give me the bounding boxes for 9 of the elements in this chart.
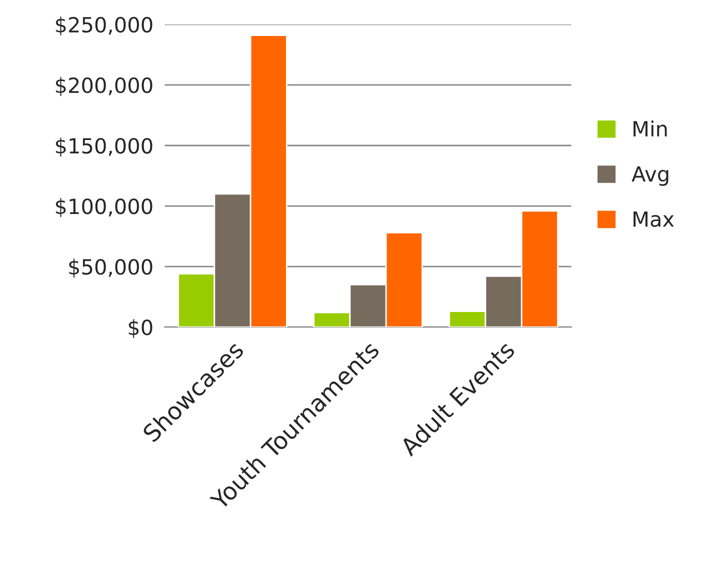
y-tick-label: $250,000	[56, 16, 152, 36]
y-tick-label: $0	[128, 319, 152, 338]
legend-label: Max	[634, 211, 674, 227]
y-tick-label: $100,000	[56, 198, 152, 218]
legend-label: Min	[634, 120, 667, 136]
legend-label: Avg	[632, 166, 668, 186]
y-tick-label: $150,000	[56, 138, 152, 156]
y-tick-label: $200,000	[56, 77, 152, 96]
y-tick-label: $50,000	[69, 258, 152, 278]
